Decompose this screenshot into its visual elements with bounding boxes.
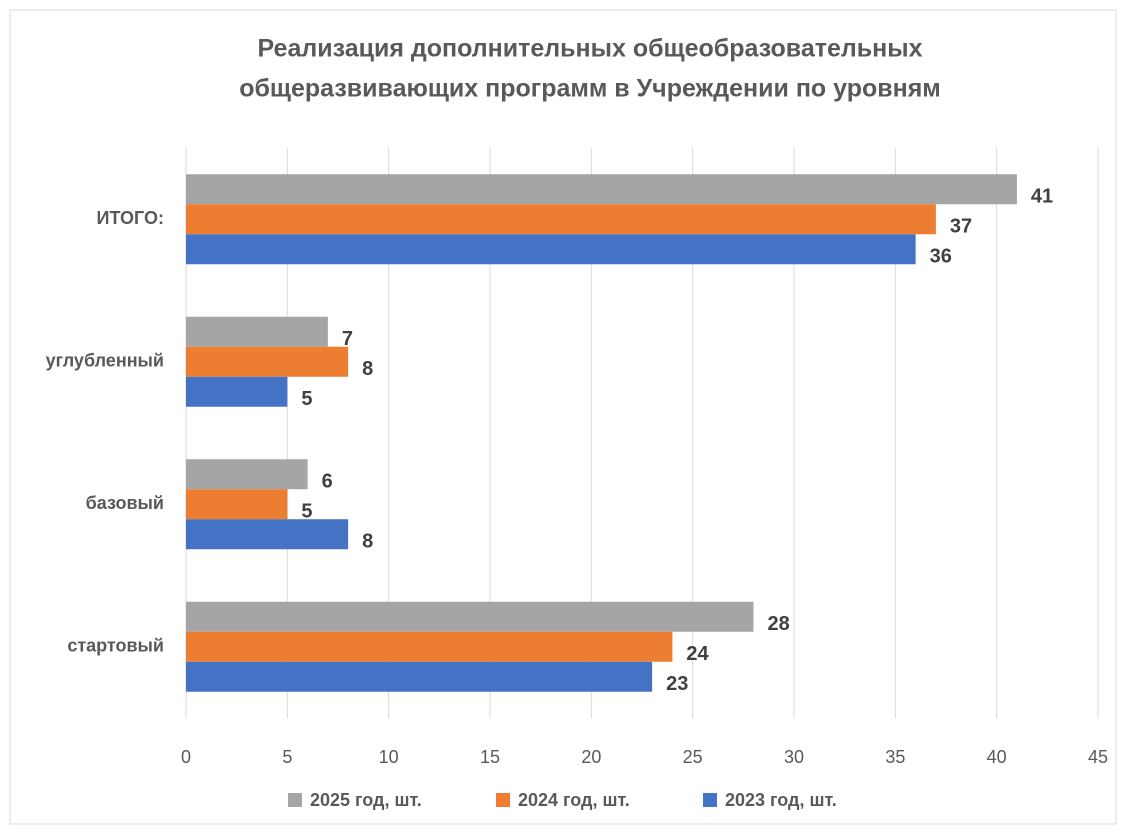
legend-swatch xyxy=(496,793,510,807)
bar xyxy=(186,234,916,265)
bar xyxy=(186,376,288,407)
data-label: 5 xyxy=(301,501,312,523)
x-tick-label: 10 xyxy=(379,747,399,767)
data-label: 7 xyxy=(342,328,353,350)
legend-label: 2025 год, шт. xyxy=(310,790,422,810)
chart-title: общеразвивающих программ в Учреждении по… xyxy=(239,75,941,103)
x-tick-label: 45 xyxy=(1088,747,1108,767)
y-tick-label: ИТОГО: xyxy=(97,208,164,228)
chart-frame xyxy=(9,9,1117,825)
x-tick-label: 25 xyxy=(683,747,703,767)
bar xyxy=(186,346,349,377)
bar xyxy=(186,519,349,550)
x-tick-label: 35 xyxy=(885,747,905,767)
y-tick-label: углубленный xyxy=(46,351,164,371)
bar xyxy=(186,204,936,235)
data-label: 5 xyxy=(301,388,312,410)
x-tick-label: 0 xyxy=(181,747,191,767)
bar xyxy=(186,459,308,490)
x-tick-label: 15 xyxy=(480,747,500,767)
data-label: 8 xyxy=(362,358,373,380)
y-tick-label: стартовый xyxy=(67,636,164,656)
data-label: 28 xyxy=(767,613,789,635)
data-label: 41 xyxy=(1031,186,1053,208)
legend-swatch xyxy=(703,793,717,807)
data-label: 24 xyxy=(686,643,709,665)
legend-label: 2024 год, шт. xyxy=(518,790,630,810)
x-tick-label: 30 xyxy=(784,747,804,767)
data-label: 36 xyxy=(930,246,952,268)
bar xyxy=(186,631,673,662)
x-tick-label: 40 xyxy=(987,747,1007,767)
bar xyxy=(186,661,653,692)
data-label: 23 xyxy=(666,673,688,695)
data-label: 8 xyxy=(362,531,373,553)
bar xyxy=(186,489,288,520)
data-label: 6 xyxy=(322,471,333,493)
y-tick-label: базовый xyxy=(86,493,164,513)
legend-label: 2023 год, шт. xyxy=(725,790,837,810)
bar xyxy=(186,601,754,632)
data-label: 37 xyxy=(950,216,972,238)
bar xyxy=(186,174,1017,205)
legend-swatch xyxy=(288,793,302,807)
chart-title: Реализация дополнительных общеобразовате… xyxy=(258,35,923,63)
x-tick-label: 5 xyxy=(282,747,292,767)
x-tick-label: 20 xyxy=(581,747,601,767)
bar xyxy=(186,316,328,347)
